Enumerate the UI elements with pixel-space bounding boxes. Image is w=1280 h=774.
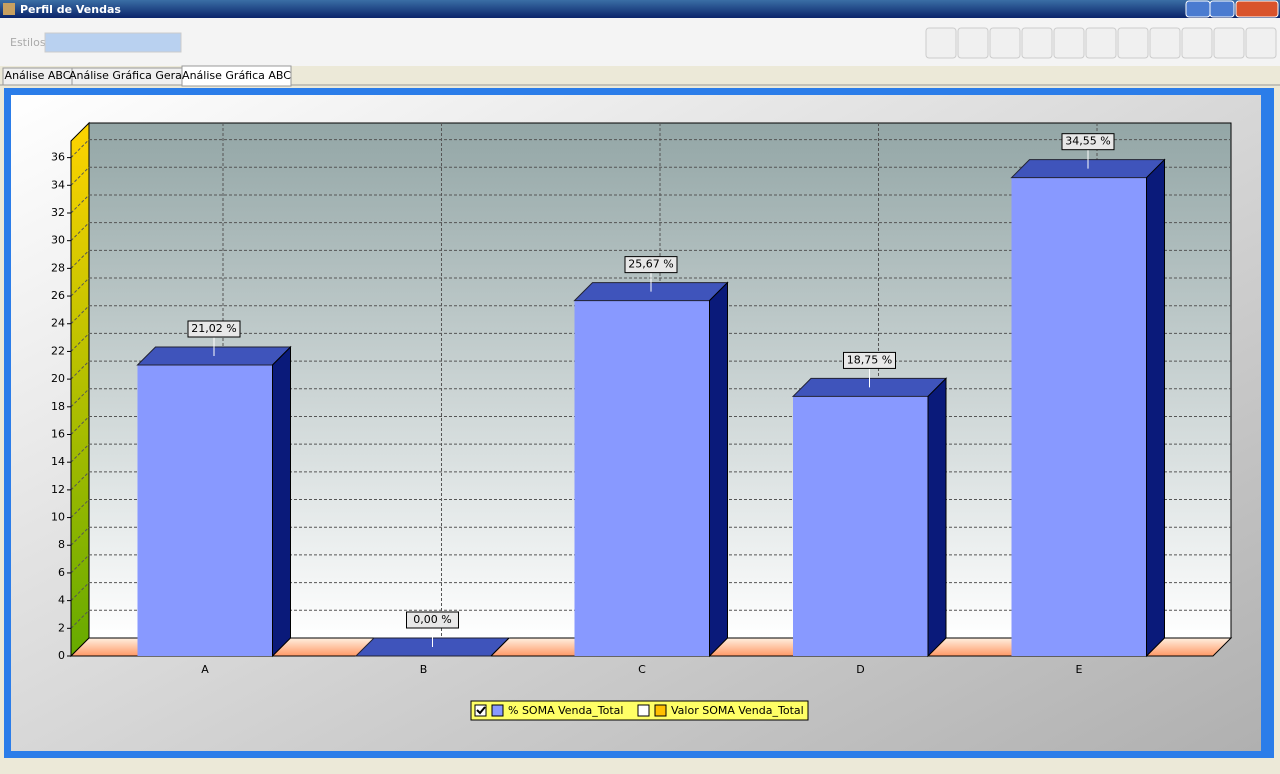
styles-combo[interactable]: [44, 32, 182, 53]
bar-side: [272, 345, 291, 658]
bar: [1011, 177, 1147, 656]
x-tick-label: E: [1076, 663, 1083, 676]
y-tick-label: 2: [58, 621, 65, 634]
bar: [793, 396, 928, 656]
bar: [574, 300, 710, 656]
bar-side: [709, 281, 728, 658]
toolbar-button[interactable]: [925, 27, 957, 59]
value-label-box: [406, 611, 459, 629]
grid-line: [70, 499, 90, 518]
y-tick-label: 26: [51, 289, 65, 302]
tab-label: Análise Gráfica Geral: [69, 69, 185, 82]
y-tick-label: 4: [58, 594, 65, 607]
bar-side: [1146, 158, 1165, 658]
grid-line: [70, 609, 90, 629]
bar-side: [927, 377, 947, 658]
y-tick-label: 8: [58, 538, 65, 551]
value-label: 25,67 %: [628, 258, 673, 271]
y-tick-label: 18: [51, 400, 65, 413]
toolbar-button[interactable]: [1117, 27, 1149, 59]
y-tick-label: 34: [51, 178, 65, 191]
y-tick-label: 12: [51, 483, 65, 496]
toolbar-button[interactable]: [1053, 27, 1085, 59]
maximize-button[interactable]: [1209, 0, 1235, 18]
grid-line: [70, 222, 90, 242]
grid-line: [70, 277, 90, 297]
y-tick-label: 30: [51, 234, 65, 247]
legend-label: Valor SOMA Venda_Total: [671, 704, 804, 717]
chart: 024681012141618202224262830323436A21,02 …: [51, 121, 1233, 721]
app-icon: [3, 3, 15, 15]
y-tick-label: 16: [51, 427, 65, 440]
grid-line: [70, 305, 90, 325]
grid-line: [70, 166, 90, 186]
grid-line: [70, 139, 90, 158]
y-tick-label: 6: [58, 566, 65, 579]
close-button[interactable]: [1235, 0, 1279, 18]
grid-line: [70, 388, 90, 408]
toolbar-button[interactable]: [1213, 27, 1245, 59]
legend-check: [476, 706, 486, 715]
tab-label: Análise Gráfica ABC: [182, 69, 291, 82]
grid-line: [70, 554, 90, 574]
legend-swatch: [654, 704, 667, 717]
tab-label: Análise ABC: [5, 69, 71, 82]
value-label: 18,75 %: [847, 353, 892, 366]
grid-line: [70, 250, 90, 269]
styles-label: Estilos:: [10, 36, 49, 49]
grid-line: [70, 471, 90, 491]
legend-label: % SOMA Venda_Total: [508, 704, 623, 717]
grid-line: [70, 526, 90, 546]
toolbar-button[interactable]: [989, 27, 1021, 59]
grid-line: [70, 416, 90, 435]
tab[interactable]: [181, 65, 292, 87]
grid-line: [70, 360, 90, 380]
y-tick-label: 36: [51, 151, 65, 164]
x-tick-label: C: [638, 663, 646, 676]
value-label: 0,00 %: [413, 613, 451, 626]
bar-side: [490, 637, 510, 657]
minimize-button[interactable]: [1185, 0, 1211, 18]
toolbar-button[interactable]: [957, 27, 989, 59]
value-label-box: [624, 256, 678, 274]
window-title: Perfil de Vendas: [20, 3, 121, 16]
title-bar: [0, 0, 1280, 18]
left-wall: [70, 121, 90, 658]
toolbar-button[interactable]: [1149, 27, 1181, 59]
toolbar-buttons: [925, 27, 1277, 59]
toolbar-button[interactable]: [1021, 27, 1053, 59]
legend-checkbox[interactable]: [474, 704, 487, 717]
y-tick-label: 22: [51, 344, 65, 357]
legend-checkbox[interactable]: [637, 704, 650, 717]
x-tick-label: A: [201, 663, 209, 676]
value-label: 21,02 %: [191, 322, 236, 335]
grid-line: [70, 582, 90, 601]
grid-line: [70, 443, 90, 463]
y-tick-label: 14: [51, 455, 65, 468]
y-tick-label: 28: [51, 261, 65, 274]
value-label-box: [187, 320, 241, 338]
value-label-box: [1061, 133, 1115, 151]
bar: [137, 364, 273, 656]
y-tick-label: 10: [51, 511, 65, 524]
toolbar-button[interactable]: [1245, 27, 1277, 59]
y-tick-label: 0: [58, 649, 65, 662]
value-label: 34,55 %: [1065, 135, 1110, 148]
y-tick-label: 24: [51, 317, 65, 330]
x-tick-label: B: [420, 663, 428, 676]
x-tick-label: D: [856, 663, 864, 676]
value-label-box: [843, 351, 896, 369]
grid-line: [70, 194, 90, 214]
y-tick-label: 32: [51, 206, 65, 219]
legend-swatch: [491, 704, 504, 717]
grid-line: [70, 333, 90, 352]
y-tick-label: 20: [51, 372, 65, 385]
toolbar-button[interactable]: [1085, 27, 1117, 59]
toolbar-button[interactable]: [1181, 27, 1213, 59]
